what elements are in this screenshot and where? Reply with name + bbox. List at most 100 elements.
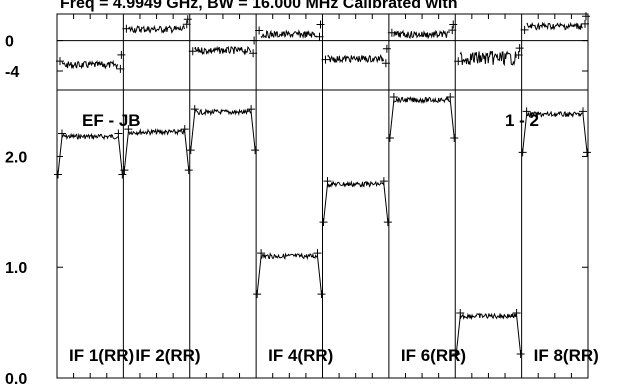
phase-trace (128, 24, 185, 34)
amplitude-point (58, 129, 66, 138)
phase-point (122, 24, 131, 33)
if-label: IF 2(RR) (135, 346, 200, 365)
amplitude-edge (522, 114, 528, 153)
amplitude-edge (516, 315, 522, 355)
stokes-label: 1 - 2 (505, 111, 539, 130)
amplitude-edge (57, 136, 63, 175)
amplitude-trace (194, 108, 252, 117)
y-tick-label: -4 (5, 64, 19, 81)
series-if-2 (120, 15, 193, 175)
amplitude-edge (455, 315, 461, 355)
amplitude-point (583, 148, 591, 157)
amplitude-point (186, 146, 195, 155)
amplitude-point (389, 92, 398, 101)
phase-point (520, 25, 529, 34)
phase-point (250, 36, 259, 45)
axis-ticks (57, 14, 588, 379)
series-if-7 (452, 44, 525, 358)
amplitude-edge (250, 112, 256, 151)
if-label: IF 4(RR) (268, 346, 333, 365)
phase-trace (327, 54, 384, 64)
amplitude-edge (582, 114, 588, 153)
if-label: IF 1(RR) (69, 346, 134, 365)
plot-frame (56, 13, 589, 379)
phase-point (321, 55, 330, 64)
amplitude-point (516, 349, 525, 358)
series-if-3 (186, 36, 260, 155)
amplitude-point (54, 170, 62, 179)
phase-trace (61, 59, 119, 70)
amplitude-point (522, 107, 531, 116)
amplitude-edge (184, 132, 190, 171)
phase-point (382, 44, 391, 53)
data-marks (54, 12, 591, 358)
phase-point (182, 20, 191, 29)
amplitude-point (319, 218, 328, 227)
amplitude-edge (123, 132, 129, 171)
amplitude-edge (383, 184, 389, 223)
series-if-4 (253, 20, 326, 299)
phase-point (315, 32, 324, 41)
amplitude-point (114, 129, 123, 138)
phase-trace (526, 21, 583, 31)
if-label: IF 6(RR) (401, 346, 466, 365)
amplitude-point (450, 133, 459, 142)
phase-trace (260, 29, 318, 39)
phase-point (316, 20, 325, 29)
amplitude-point (120, 166, 129, 175)
amplitude-edge (317, 256, 322, 295)
amplitude-trace (526, 110, 583, 119)
amplitude-trace (459, 312, 517, 321)
amplitude-trace (128, 127, 185, 137)
phase-point (514, 51, 523, 59)
y-tick-label: 2.0 (5, 149, 27, 166)
series-if-8 (518, 12, 591, 157)
amplitude-point (579, 107, 587, 116)
phase-point (387, 28, 396, 37)
amplitude-edge (449, 99, 455, 139)
phase-point (255, 26, 264, 35)
series-if-5 (319, 44, 392, 227)
phase-point (188, 47, 197, 56)
amplitude-point (247, 105, 256, 114)
y-tick-label: 1.0 (5, 260, 27, 277)
if-label: IF 8(RR) (534, 346, 599, 365)
series-if-1 (54, 50, 127, 179)
amplitude-point (456, 308, 465, 317)
amplitude-trace (260, 251, 318, 261)
amplitude-edge (323, 184, 328, 223)
amplitude-edge (389, 99, 395, 139)
phase-point (249, 49, 258, 58)
series-if-6 (385, 20, 459, 142)
amplitude-point (512, 308, 521, 317)
phase-point (116, 64, 125, 73)
amplitude-point (184, 166, 193, 175)
amplitude-point (518, 148, 527, 157)
header-text: Freq = 4.9949 GHz, BW = 16.000 MHz Calib… (60, 0, 457, 12)
phase-point (448, 26, 457, 35)
axis-labels: 0 -4 0.0 1.0 2.0 IF 1(RR) IF 2(RR) IF 4(RR) IF 6… (5, 34, 599, 388)
phase-point (117, 50, 126, 59)
amplitude-point (383, 218, 392, 227)
amplitude-point (452, 349, 461, 358)
amplitude-point (253, 290, 262, 299)
amplitude-trace (393, 95, 451, 105)
phase-point (449, 20, 458, 29)
phase-trace (459, 50, 517, 67)
phase-point (581, 19, 589, 28)
amplitude-trace (327, 180, 384, 188)
phase-trace (194, 45, 252, 56)
y-tick-label: 0 (5, 34, 14, 51)
amplitude-point (323, 177, 332, 186)
amplitude-point (124, 125, 133, 134)
amplitude-point (317, 290, 326, 299)
phase-point (582, 12, 590, 21)
phase-point (381, 59, 390, 68)
amplitude-point (251, 146, 260, 155)
phase-point (454, 57, 463, 66)
amplitude-edge (117, 136, 123, 175)
amplitude-point (257, 249, 266, 258)
phase-trace (393, 29, 451, 40)
amplitude-point (313, 249, 322, 258)
